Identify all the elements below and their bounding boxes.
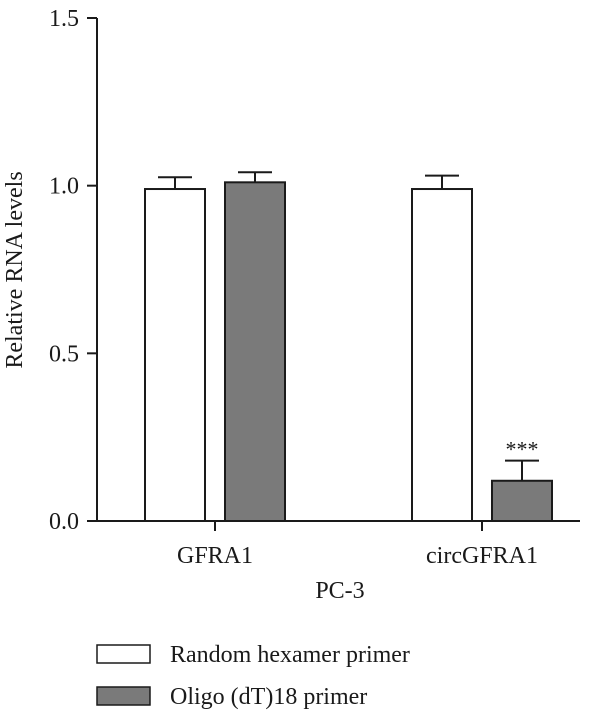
y-tick-label: 0.0: [49, 509, 79, 535]
x-tick-label: GFRA1: [177, 543, 253, 569]
category-labels: GFRA1 circGFRA1: [177, 521, 538, 569]
bar: [411, 188, 473, 523]
annotations: ***: [506, 437, 539, 462]
legend-swatch-random-hexamer: [96, 644, 151, 664]
y-ticks: 0.0 0.5 1.0 1.5: [49, 6, 97, 535]
y-tick-label: 1.5: [49, 6, 79, 32]
bar: [224, 181, 286, 523]
y-axis-title: Relative RNA levels: [2, 171, 28, 368]
x-tick-label: circGFRA1: [426, 543, 538, 569]
bars: [144, 181, 553, 523]
legend-label-random-hexamer: Random hexamer primer: [170, 642, 410, 668]
bar: [491, 479, 553, 523]
error-bars: [158, 171, 539, 481]
x-axis-title: PC-3: [315, 578, 364, 604]
legend-swatch-oligo-dt: [96, 686, 151, 706]
y-tick-label: 0.5: [49, 341, 79, 367]
bar: [144, 188, 206, 523]
y-tick-label: 1.0: [49, 174, 79, 200]
significance-label: ***: [506, 437, 539, 462]
legend-label-oligo-dt: Oligo (dT)18 primer: [170, 684, 367, 710]
legend: Random hexamer primer Oligo (dT)18 prime…: [96, 642, 410, 710]
